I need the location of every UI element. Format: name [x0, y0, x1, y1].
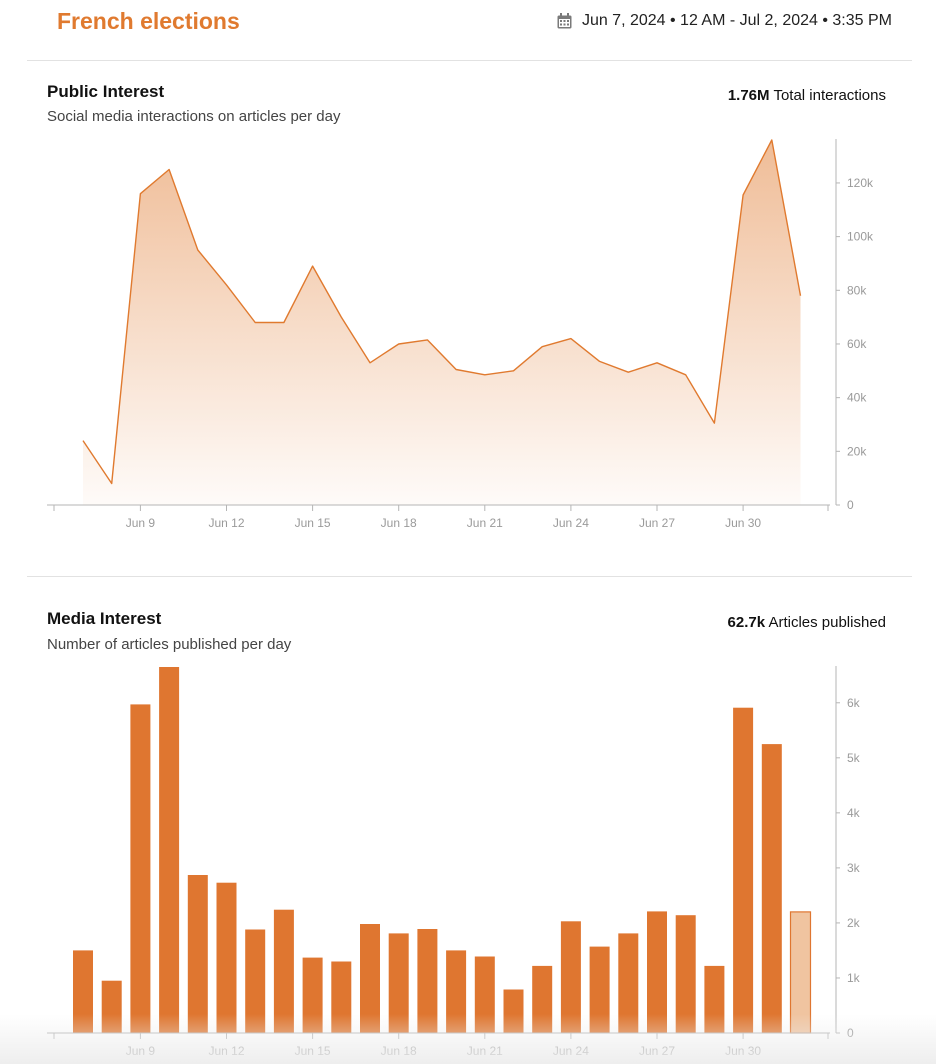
- articles-bar: [388, 933, 409, 1033]
- area-x-tick-label: Jun 30: [725, 516, 761, 530]
- interactions-area-fill: [83, 140, 801, 505]
- articles-bar: [503, 989, 524, 1033]
- area-x-tick-label: Jun 27: [639, 516, 675, 530]
- articles-bar: [417, 929, 438, 1033]
- public-interest-subtitle: Social media interactions on articles pe…: [47, 108, 341, 125]
- articles-bar: [733, 707, 754, 1033]
- media-interest-bar-chart[interactable]: 0 1k 2k 3k 4k 5k 6k Jun 9 Jun 12 Jun 15 Jun 18 Jun …: [0, 654, 936, 1064]
- bar-y-tick-label: 5k: [847, 751, 861, 765]
- articles-bar: [73, 950, 93, 1033]
- articles-bar: [360, 924, 380, 1033]
- articles-bar: [331, 961, 352, 1033]
- area-y-tick-label: 60k: [847, 337, 867, 351]
- area-x-tick-label: Jun 15: [295, 516, 331, 530]
- articles-bar: [474, 956, 495, 1033]
- articles-bar: [560, 921, 581, 1033]
- interactions-series-line: [82, 139, 802, 485]
- articles-bar: [130, 704, 151, 1033]
- media-interest-subtitle: Number of articles published per day: [47, 636, 292, 653]
- bar-x-tick-label: Jun 27: [639, 1044, 675, 1058]
- area-y-tick-label: 20k: [847, 444, 867, 458]
- page-title: French elections: [57, 8, 240, 34]
- area-x-tick-label: Jun 9: [126, 516, 156, 530]
- area-x-tick-label: Jun 21: [467, 516, 503, 530]
- area-x-tick-label: Jun 12: [208, 516, 244, 530]
- articles-bar: [446, 950, 467, 1033]
- bar-y-tick-label: 1k: [847, 971, 861, 985]
- public-interest-total: 1.76M Total interactions: [728, 87, 886, 104]
- articles-bar: [647, 911, 667, 1033]
- area-y-tick-label: 0: [847, 498, 854, 512]
- divider-middle: [27, 576, 912, 577]
- articles-bar: [159, 667, 180, 1033]
- total-interactions-value: 1.76M: [727, 87, 770, 104]
- area-y-tick-label: 40k: [847, 391, 867, 405]
- bar-x-tick-label: Jun 24: [553, 1044, 589, 1058]
- bar-y-tick-label: 3k: [847, 861, 861, 875]
- articles-bar: [216, 882, 237, 1033]
- articles-bar: [532, 965, 553, 1033]
- public-interest-title: Public Interest: [47, 82, 165, 101]
- articles-bar: [675, 915, 696, 1033]
- area-y-tick-label: 100k: [847, 230, 874, 244]
- bar-y-tick-label: 2k: [847, 916, 861, 930]
- bar-x-tick-label: Jun 21: [467, 1044, 503, 1058]
- articles-bar: [273, 909, 294, 1033]
- bar-x-tick-label: Jun 15: [295, 1044, 331, 1058]
- articles-published-label: Articles published: [768, 614, 886, 631]
- articles-bar: [589, 946, 610, 1033]
- articles-bar: [245, 929, 266, 1033]
- divider-top: [27, 60, 912, 61]
- articles-bar: [187, 875, 208, 1033]
- area-x-tick-label: Jun 24: [553, 516, 589, 530]
- articles-published-value: 62.7k: [727, 614, 766, 631]
- public-interest-area-chart[interactable]: 0 20k 40k 60k 80k 100k 120k Jun 9 Jun 12 Jun 15 Ju…: [0, 130, 936, 540]
- articles-bar: [618, 933, 639, 1033]
- area-y-tick-label: 80k: [847, 283, 867, 297]
- area-y-tick-label: 120k: [847, 176, 874, 190]
- articles-bar-partial: [789, 911, 812, 1034]
- bar-y-tick-label: 0: [847, 1026, 854, 1040]
- bar-x-tick-label: Jun 30: [725, 1044, 761, 1058]
- area-x-tick-label: Jun 18: [381, 516, 417, 530]
- date-range-picker[interactable]: Jun 7, 2024 • 12 AM - Jul 2, 2024 • 3:35…: [557, 12, 892, 30]
- media-interest-total: 62.7k Articles published: [728, 614, 886, 631]
- bar-y-tick-label: 6k: [847, 696, 861, 710]
- bar-x-tick-label: Jun 12: [208, 1044, 244, 1058]
- total-interactions-label: Total interactions: [773, 87, 886, 104]
- bar-x-tick-label: Jun 9: [126, 1044, 156, 1058]
- articles-bar: [761, 744, 782, 1033]
- articles-bar: [302, 957, 323, 1033]
- calendar-icon: [557, 13, 572, 29]
- date-range-text: Jun 7, 2024 • 12 AM - Jul 2, 2024 • 3:35…: [581, 12, 892, 29]
- header: French elections Jun 7, 2024 • 12 AM - J…: [0, 0, 936, 60]
- bar-y-tick-label: 4k: [847, 806, 861, 820]
- bar-x-tick-label: Jun 18: [381, 1044, 417, 1058]
- articles-bar: [704, 965, 725, 1033]
- media-interest-title: Media Interest: [47, 609, 162, 628]
- articles-bar: [101, 980, 122, 1033]
